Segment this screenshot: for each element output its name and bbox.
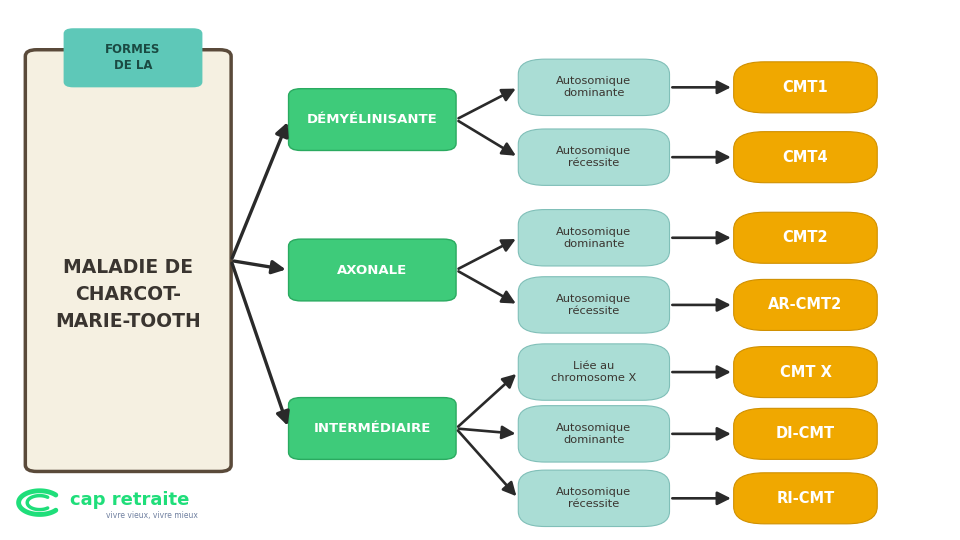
Text: cap retraite: cap retraite — [70, 491, 190, 509]
Text: FORMES
DE LA: FORMES DE LA — [106, 43, 160, 72]
Text: Autosomique
dominante: Autosomique dominante — [557, 423, 632, 445]
Text: AXONALE: AXONALE — [337, 264, 407, 276]
FancyBboxPatch shape — [63, 28, 203, 87]
Text: Autosomique
récessite: Autosomique récessite — [557, 146, 632, 168]
FancyBboxPatch shape — [518, 59, 669, 116]
FancyBboxPatch shape — [733, 132, 877, 183]
Text: Autosomique
dominante: Autosomique dominante — [557, 76, 632, 98]
FancyBboxPatch shape — [518, 129, 669, 185]
Text: AR-CMT2: AR-CMT2 — [768, 298, 843, 313]
Text: Autosomique
récessite: Autosomique récessite — [557, 487, 632, 509]
FancyBboxPatch shape — [733, 62, 877, 113]
Text: CMT2: CMT2 — [782, 230, 828, 245]
FancyBboxPatch shape — [25, 50, 231, 471]
FancyBboxPatch shape — [518, 276, 669, 333]
FancyBboxPatch shape — [733, 279, 877, 330]
Text: CMT4: CMT4 — [782, 150, 828, 165]
FancyBboxPatch shape — [289, 397, 456, 460]
Text: MALADIE DE
CHARCOT-
MARIE-TOOTH: MALADIE DE CHARCOT- MARIE-TOOTH — [56, 258, 201, 331]
FancyBboxPatch shape — [733, 473, 877, 524]
Text: DI-CMT: DI-CMT — [776, 427, 835, 441]
Text: DÉMYÉLINISANTE: DÉMYÉLINISANTE — [307, 113, 438, 126]
FancyBboxPatch shape — [518, 344, 669, 400]
FancyBboxPatch shape — [733, 408, 877, 460]
FancyBboxPatch shape — [289, 239, 456, 301]
Text: RI-CMT: RI-CMT — [777, 491, 834, 506]
Text: Autosomique
récessite: Autosomique récessite — [557, 294, 632, 316]
Text: INTERMÉDIAIRE: INTERMÉDIAIRE — [314, 422, 431, 435]
Text: vivre vieux, vivre mieux: vivre vieux, vivre mieux — [106, 511, 198, 520]
FancyBboxPatch shape — [518, 210, 669, 266]
FancyBboxPatch shape — [518, 406, 669, 462]
Text: Liée au
chromosome X: Liée au chromosome X — [551, 361, 636, 383]
FancyBboxPatch shape — [733, 212, 877, 264]
Text: CMT1: CMT1 — [782, 80, 828, 95]
Text: CMT X: CMT X — [780, 364, 831, 380]
Text: Autosomique
dominante: Autosomique dominante — [557, 227, 632, 249]
FancyBboxPatch shape — [733, 347, 877, 397]
FancyBboxPatch shape — [289, 89, 456, 151]
FancyBboxPatch shape — [518, 470, 669, 526]
